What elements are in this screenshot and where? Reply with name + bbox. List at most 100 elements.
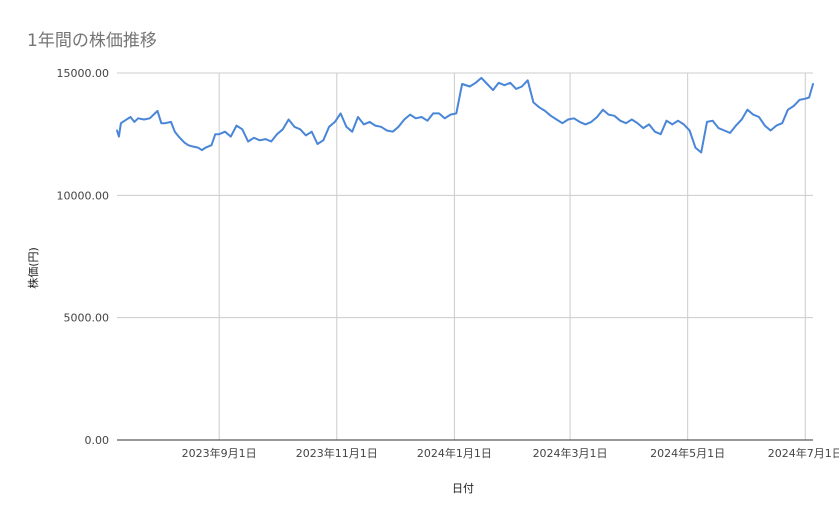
data-point	[137, 117, 139, 119]
data-point	[118, 136, 120, 138]
data-point	[293, 126, 295, 128]
data-point	[689, 129, 691, 132]
data-point	[187, 144, 189, 146]
data-point	[276, 133, 278, 135]
data-point	[380, 126, 382, 128]
data-point	[241, 128, 243, 130]
data-point	[787, 109, 789, 111]
data-point	[438, 112, 440, 114]
data-point	[253, 137, 255, 139]
data-point	[288, 118, 290, 121]
data-point	[475, 82, 477, 84]
data-point	[573, 117, 575, 119]
data-point	[311, 131, 313, 133]
data-point	[798, 99, 801, 101]
data-point	[170, 121, 172, 123]
data-point	[403, 118, 405, 121]
data-point	[392, 131, 394, 133]
data-point	[550, 115, 552, 117]
data-point	[120, 122, 122, 124]
data-point	[579, 121, 581, 123]
data-point	[608, 114, 610, 116]
data-point	[369, 121, 371, 123]
data-point	[143, 118, 145, 121]
data-point	[409, 114, 411, 116]
data-point	[264, 138, 267, 140]
data-point	[235, 125, 238, 127]
data-point	[642, 127, 644, 129]
data-point	[133, 121, 135, 123]
data-point	[590, 121, 592, 123]
x-axis-title: 日付	[452, 482, 474, 495]
data-point	[538, 106, 540, 108]
data-point	[210, 144, 213, 146]
data-point	[671, 123, 673, 125]
data-point	[804, 98, 806, 100]
chart-title: 1年間の株価推移	[27, 31, 157, 51]
data-point	[334, 121, 336, 123]
x-tick-label: 2024年7月1日	[768, 446, 839, 460]
data-point	[683, 123, 685, 125]
data-point	[432, 112, 434, 114]
data-point	[509, 82, 511, 84]
data-point	[532, 101, 535, 103]
data-point	[363, 123, 365, 125]
series-layer	[116, 76, 814, 154]
data-point	[259, 139, 261, 141]
data-point	[729, 132, 731, 134]
data-point	[712, 120, 714, 122]
data-point	[556, 118, 558, 121]
data-point	[694, 147, 697, 149]
y-tick-label: 15000.00	[57, 67, 110, 80]
data-point	[752, 114, 754, 116]
data-point	[156, 110, 159, 112]
data-point	[706, 121, 708, 123]
data-point	[561, 122, 564, 124]
data-point	[421, 116, 423, 118]
data-point	[116, 129, 118, 132]
data-point	[717, 127, 720, 129]
data-point	[197, 147, 199, 149]
data-point	[340, 112, 342, 114]
data-point	[164, 122, 166, 124]
data-point	[498, 82, 500, 84]
data-point	[648, 123, 650, 125]
data-point	[758, 116, 760, 118]
data-point	[480, 77, 482, 79]
data-point	[345, 126, 347, 128]
data-point	[700, 151, 702, 154]
data-point	[596, 116, 598, 118]
data-point	[527, 79, 529, 81]
data-point	[183, 142, 186, 144]
data-point	[449, 114, 452, 116]
data-point	[631, 118, 633, 121]
data-point	[178, 136, 180, 138]
x-tick-label: 2024年3月1日	[533, 446, 608, 460]
y-tick-label: 0.00	[85, 434, 110, 447]
data-point	[374, 125, 376, 127]
data-point	[515, 88, 517, 90]
data-point	[775, 125, 778, 127]
data-point	[124, 120, 126, 122]
x-axis-ticks: 2023年9月1日 2023年11月1日 2024年1月1日 2024年3月1日 202…	[182, 446, 839, 460]
data-point	[665, 120, 668, 122]
data-point	[282, 128, 284, 130]
data-point	[201, 149, 203, 151]
data-point	[660, 133, 662, 135]
x-tick-label: 2024年1月1日	[417, 446, 492, 460]
data-point	[351, 131, 353, 133]
data-point	[613, 115, 616, 117]
data-point	[793, 105, 795, 107]
data-point	[357, 116, 359, 118]
data-point	[735, 125, 737, 127]
series-line	[116, 76, 814, 154]
data-point	[808, 96, 810, 99]
data-point	[316, 143, 319, 145]
y-axis-ticks: 0.00 5000.00 10000.00 15000.00	[57, 67, 110, 447]
y-tick-label: 10000.00	[57, 189, 110, 202]
data-point	[602, 109, 604, 111]
data-point	[397, 126, 400, 128]
data-point	[654, 131, 656, 133]
data-point	[230, 136, 232, 138]
